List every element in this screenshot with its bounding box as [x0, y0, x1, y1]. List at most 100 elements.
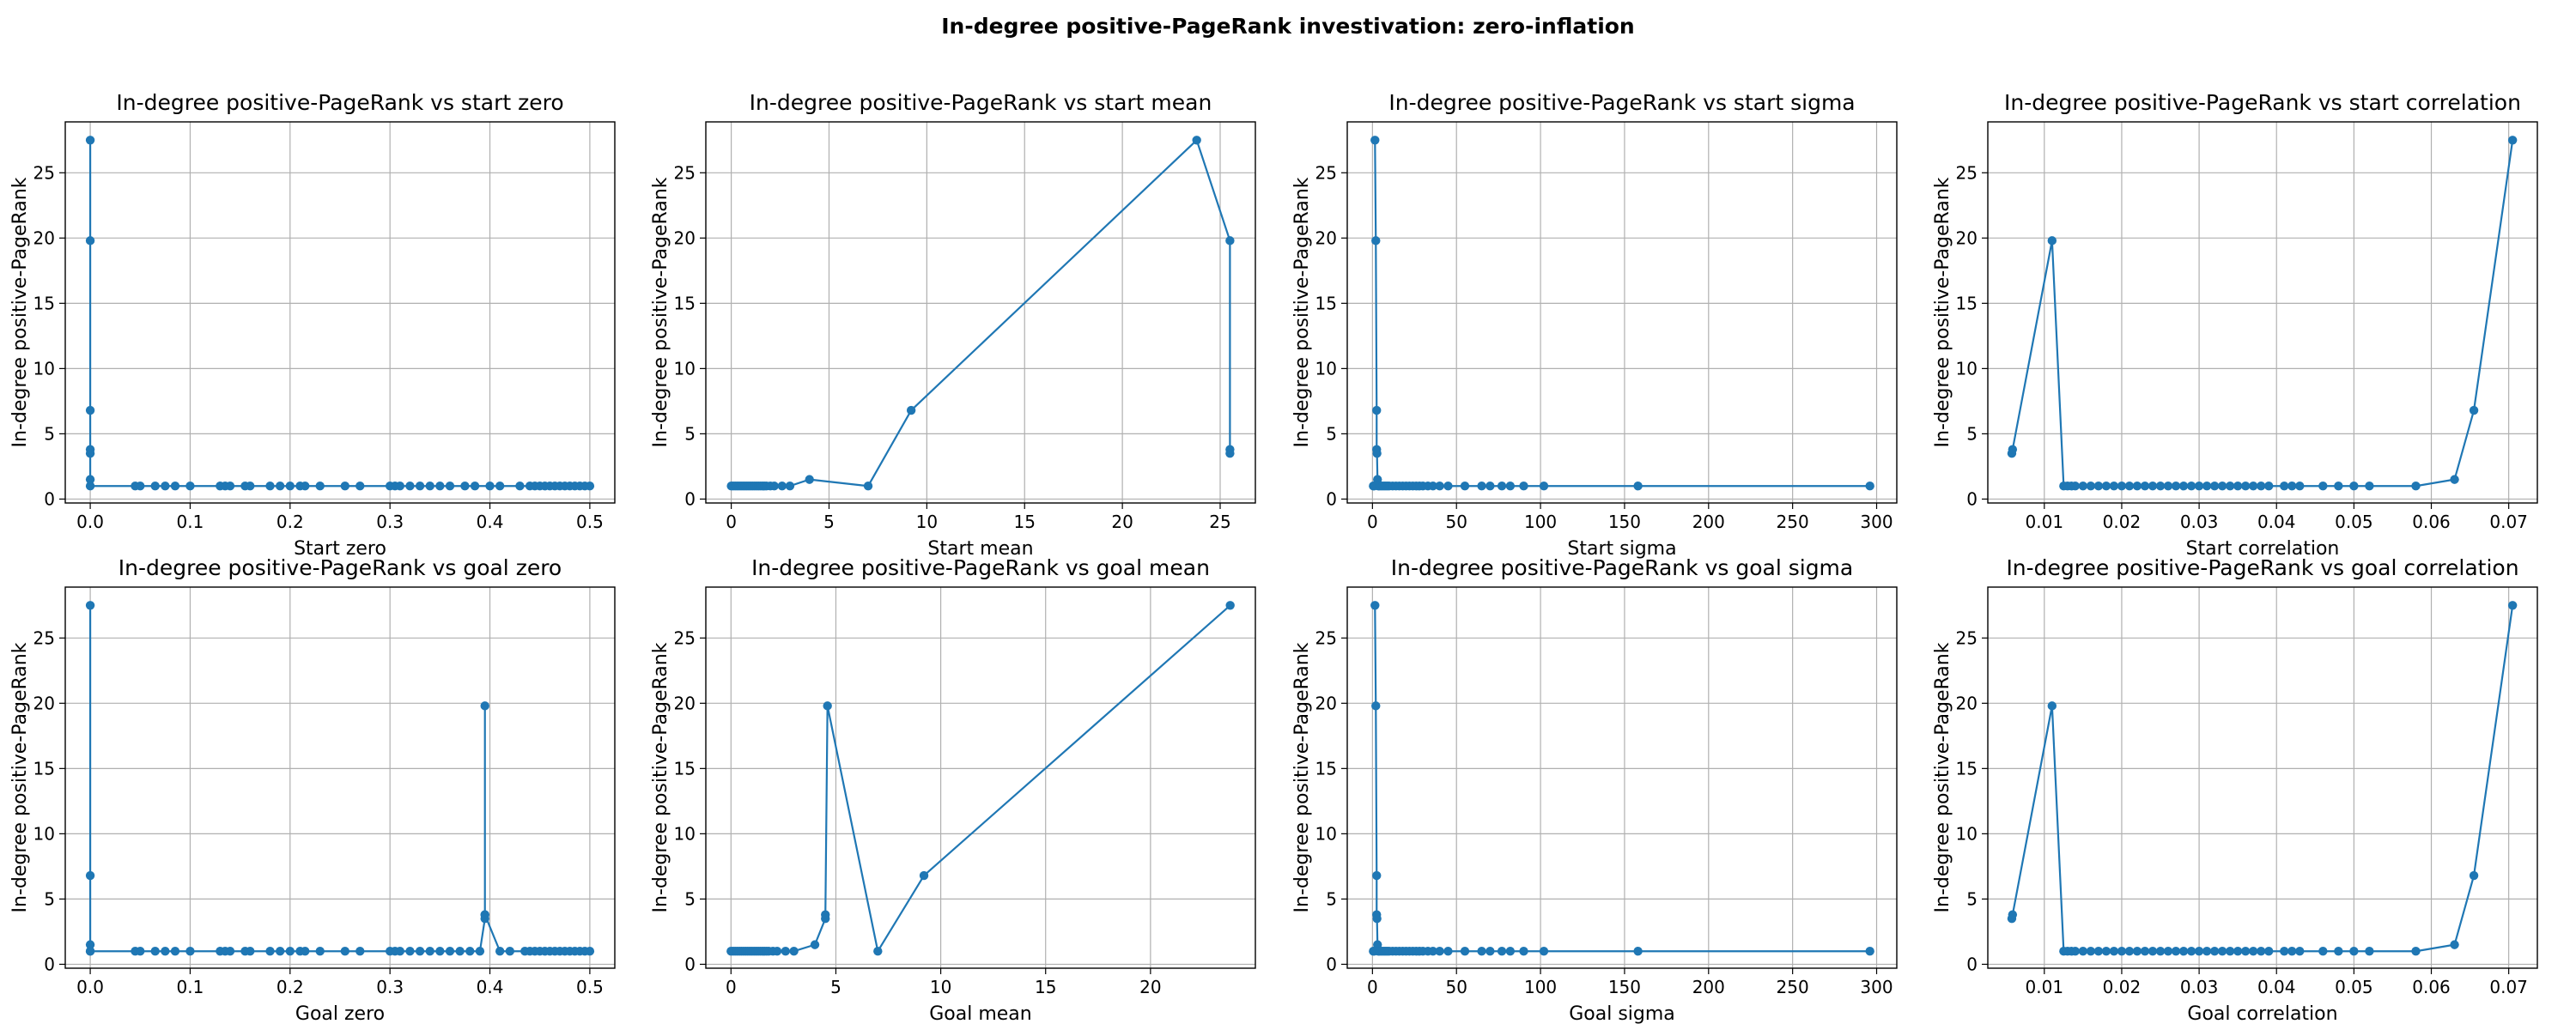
x-tick-label: 10 [916, 512, 938, 532]
y-tick-label: 5 [684, 423, 696, 444]
data-point [2233, 482, 2243, 491]
data-point [1865, 482, 1874, 491]
data-point [2233, 947, 2243, 956]
data-point [2507, 601, 2518, 610]
data-point [777, 482, 787, 491]
x-axis-label: Goal sigma [1569, 1003, 1675, 1025]
data-point [1443, 482, 1453, 491]
data-point [2086, 947, 2096, 956]
data-point [2318, 482, 2328, 491]
axes-frame [64, 121, 616, 504]
x-tick-label: 0.06 [2412, 512, 2451, 532]
data-point [2217, 947, 2227, 956]
y-tick-label: 25 [1315, 627, 1337, 648]
x-tick-label: 200 [1692, 512, 1725, 532]
data-point [185, 947, 195, 956]
x-tick-label: 0 [1367, 512, 1378, 532]
y-tick-label: 5 [684, 888, 696, 909]
axes-frame [705, 121, 1256, 504]
data-point [2124, 947, 2135, 956]
data-point [2047, 236, 2057, 245]
data-point [515, 482, 525, 491]
data-point [2148, 482, 2158, 491]
data-point [2280, 947, 2289, 956]
data-point [1371, 701, 1381, 711]
x-tick-label: 15 [1014, 512, 1036, 532]
data-point [2349, 947, 2359, 956]
y-tick-label: 5 [1326, 423, 1337, 444]
y-tick-label: 20 [1956, 693, 1978, 713]
data-point [1633, 947, 1643, 956]
data-point [480, 910, 489, 919]
data-point [2186, 482, 2196, 491]
data-point [769, 482, 779, 491]
x-tick-label: 0.1 [177, 512, 204, 532]
data-point [1371, 236, 1381, 245]
y-tick-label: 25 [33, 162, 55, 183]
data-point [170, 482, 180, 491]
y-tick-label: 10 [674, 823, 696, 844]
data-point [1519, 482, 1528, 491]
data-point [2295, 947, 2305, 956]
x-tick-label: 0.3 [376, 512, 404, 532]
data-point [150, 482, 160, 491]
x-tick-label: 0.02 [2103, 512, 2142, 532]
data-point [2078, 482, 2088, 491]
x-tick-label: 150 [1608, 512, 1641, 532]
data-point [425, 482, 434, 491]
y-axis-label: In-degree positive-PageRank [1932, 642, 1953, 912]
data-point [1370, 601, 1380, 610]
data-point [2225, 482, 2235, 491]
data-point [355, 947, 365, 956]
data-point [265, 482, 275, 491]
x-tick-label: 0.5 [576, 512, 604, 532]
subplot-title: In-degree positive-PageRank vs start cor… [2004, 90, 2521, 115]
y-tick-label: 10 [674, 358, 696, 379]
data-point [2217, 482, 2227, 491]
data-point [2295, 482, 2305, 491]
data-point [2008, 445, 2018, 454]
data-point [1435, 947, 1444, 956]
data-point [2256, 482, 2266, 491]
data-point [2070, 947, 2081, 956]
data-point [2365, 947, 2374, 956]
y-tick-label: 10 [1315, 823, 1337, 844]
x-tick-label: 0.2 [276, 977, 304, 997]
data-point [781, 947, 791, 956]
y-tick-label: 25 [1956, 627, 1978, 648]
y-tick-label: 0 [684, 954, 696, 974]
y-tick-label: 20 [33, 693, 55, 713]
x-axis-label: Start sigma [1567, 538, 1676, 560]
x-axis-label: Goal correlation [2187, 1003, 2337, 1025]
data-point [1372, 870, 1382, 881]
axes-frame [1987, 586, 2538, 969]
figure-suptitle: In-degree positive-PageRank investivatio… [941, 14, 1635, 39]
data-point [1539, 947, 1549, 956]
data-point [585, 482, 595, 491]
y-tick-label: 0 [44, 488, 55, 509]
data-point [2264, 482, 2274, 491]
data-point [265, 947, 275, 956]
y-tick-label: 10 [1315, 358, 1337, 379]
y-tick-label: 5 [44, 888, 55, 909]
subplot-title: In-degree positive-PageRank vs goal mean [751, 555, 1210, 580]
data-point [2178, 947, 2189, 956]
data-point [2469, 405, 2479, 415]
data-point [810, 940, 820, 949]
y-tick-label: 15 [674, 293, 696, 313]
data-point [2469, 870, 2479, 881]
y-tick-label: 15 [1956, 293, 1978, 313]
x-tick-label: 0.4 [477, 977, 504, 997]
data-point [2178, 482, 2189, 491]
data-point [85, 940, 95, 949]
x-tick-label: 0.07 [2489, 977, 2528, 997]
x-tick-label: 5 [830, 977, 841, 997]
data-point [1505, 947, 1516, 956]
data-point [136, 482, 145, 491]
data-point [789, 947, 799, 956]
data-point [85, 136, 95, 145]
data-point [2365, 482, 2374, 491]
data-point [85, 947, 95, 956]
data-point [85, 449, 95, 458]
